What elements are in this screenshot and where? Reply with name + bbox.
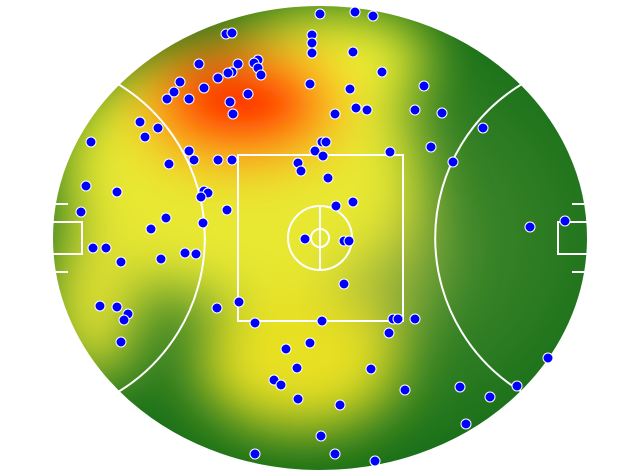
point bbox=[511, 380, 523, 392]
point bbox=[295, 165, 307, 177]
point bbox=[367, 10, 379, 22]
point bbox=[211, 302, 223, 314]
point bbox=[447, 156, 459, 168]
point bbox=[80, 180, 92, 192]
point bbox=[315, 430, 327, 442]
point bbox=[163, 158, 175, 170]
point bbox=[369, 455, 381, 467]
point bbox=[255, 69, 267, 81]
point bbox=[160, 212, 172, 224]
point bbox=[227, 108, 239, 120]
point bbox=[384, 146, 396, 158]
point bbox=[330, 200, 342, 212]
point bbox=[477, 122, 489, 134]
point bbox=[232, 58, 244, 70]
point bbox=[190, 248, 202, 260]
point bbox=[100, 242, 112, 254]
point bbox=[304, 78, 316, 90]
point bbox=[139, 131, 151, 143]
point bbox=[317, 150, 329, 162]
point bbox=[188, 154, 200, 166]
point bbox=[329, 448, 341, 460]
point bbox=[226, 27, 238, 39]
point bbox=[134, 116, 146, 128]
point bbox=[306, 47, 318, 59]
point bbox=[299, 233, 311, 245]
point bbox=[376, 66, 388, 78]
point bbox=[87, 242, 99, 254]
point bbox=[338, 278, 350, 290]
point bbox=[183, 145, 195, 157]
point bbox=[484, 391, 496, 403]
point bbox=[145, 223, 157, 235]
point bbox=[161, 93, 173, 105]
point bbox=[111, 186, 123, 198]
point bbox=[115, 256, 127, 268]
point bbox=[365, 363, 377, 375]
point bbox=[198, 82, 210, 94]
point bbox=[195, 191, 207, 203]
point bbox=[85, 136, 97, 148]
point bbox=[118, 314, 130, 326]
point bbox=[304, 337, 316, 349]
point bbox=[409, 313, 421, 325]
point bbox=[347, 46, 359, 58]
point bbox=[454, 381, 466, 393]
point bbox=[392, 313, 404, 325]
point bbox=[334, 399, 346, 411]
point bbox=[249, 448, 261, 460]
point bbox=[291, 362, 303, 374]
point bbox=[193, 58, 205, 70]
point bbox=[343, 235, 355, 247]
point bbox=[399, 384, 411, 396]
point bbox=[280, 343, 292, 355]
point bbox=[222, 67, 234, 79]
point bbox=[460, 418, 472, 430]
point bbox=[292, 393, 304, 405]
point bbox=[409, 104, 421, 116]
point bbox=[224, 96, 236, 108]
point bbox=[275, 379, 287, 391]
point bbox=[233, 296, 245, 308]
point bbox=[155, 253, 167, 265]
point bbox=[306, 37, 318, 49]
point bbox=[249, 317, 261, 329]
point bbox=[350, 102, 362, 114]
point bbox=[524, 221, 536, 233]
point bbox=[542, 352, 554, 364]
point bbox=[75, 206, 87, 218]
point bbox=[94, 300, 106, 312]
point bbox=[418, 80, 430, 92]
point bbox=[320, 136, 332, 148]
point bbox=[316, 315, 328, 327]
point bbox=[212, 72, 224, 84]
point bbox=[115, 336, 127, 348]
point bbox=[344, 83, 356, 95]
point bbox=[212, 154, 224, 166]
point bbox=[168, 86, 180, 98]
point bbox=[329, 108, 341, 120]
point bbox=[309, 145, 321, 157]
point bbox=[242, 88, 254, 100]
point bbox=[174, 76, 186, 88]
point bbox=[436, 107, 448, 119]
point bbox=[383, 327, 395, 339]
point bbox=[314, 8, 326, 20]
point bbox=[152, 122, 164, 134]
point bbox=[361, 104, 373, 116]
point bbox=[559, 215, 571, 227]
point bbox=[226, 154, 238, 166]
field-markings bbox=[51, 4, 589, 472]
point bbox=[179, 247, 191, 259]
point bbox=[347, 196, 359, 208]
point bbox=[221, 204, 233, 216]
point bbox=[197, 217, 209, 229]
point bbox=[322, 172, 334, 184]
point bbox=[183, 93, 195, 105]
point bbox=[111, 301, 123, 313]
point bbox=[349, 6, 361, 18]
point bbox=[425, 141, 437, 153]
